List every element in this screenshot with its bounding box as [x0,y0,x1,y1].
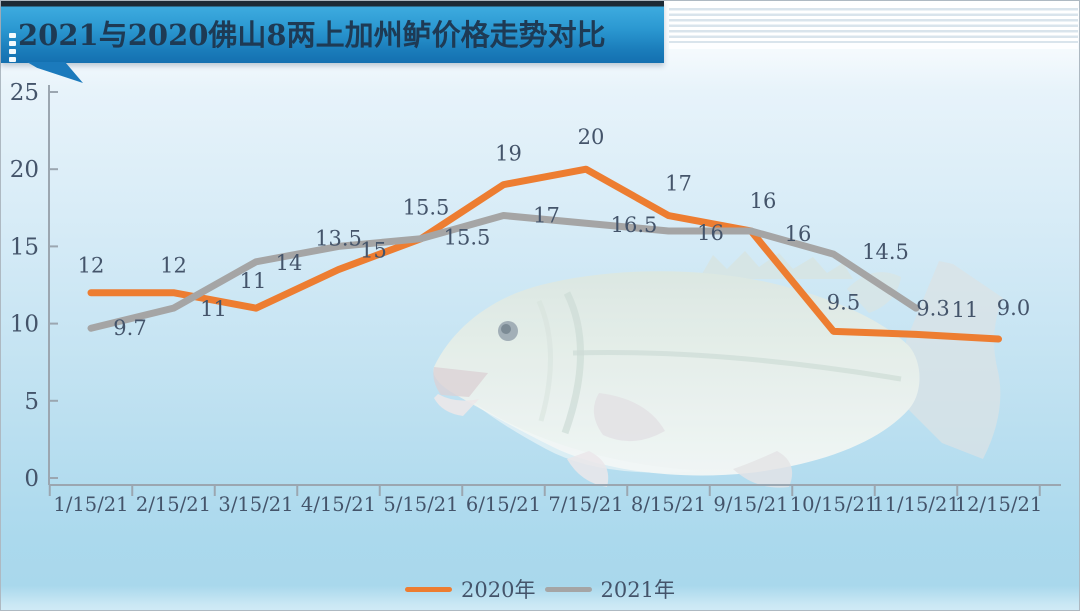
data-label-2020年: 17 [665,172,692,196]
legend-label-2021: 2021年 [600,578,675,602]
fish-lateral-line [572,350,902,382]
x-tick-label: 4/15/21 [301,493,376,516]
x-tick-label: 5/15/21 [383,493,458,516]
fish-pectoral-fin [593,393,665,442]
data-label-2021年: 11 [952,298,979,322]
data-label-2020年: 16 [750,189,777,213]
legend-swatch-2020 [405,586,453,592]
x-tick-label: 1/15/21 [53,493,128,516]
fish-gill-line [561,291,584,435]
series-line-2021年 [87,212,920,332]
legend-swatch-2021 [544,586,592,592]
fish-anal-fin [733,451,793,488]
data-label-2020年: 15.5 [403,196,450,220]
data-label-2021年: 15 [360,238,387,262]
data-label-2021年: 9.7 [113,316,146,340]
y-tick-label: 10 [10,312,39,338]
x-tick-label: 8/15/21 [631,493,706,516]
pinstripe-decoration [669,5,1078,49]
data-label-2020年: 9.0 [997,296,1030,320]
fish-soft-dorsal-fin [847,272,901,313]
dots-icon [9,33,17,65]
data-label-2020年: 12 [160,254,187,278]
series-line-2020年 [87,165,1002,343]
data-label-2021年: 15.5 [444,226,491,250]
x-tick-label: 7/15/21 [548,493,623,516]
data-label-2021年: 17 [533,204,560,228]
y-tick-label: 5 [24,389,39,415]
data-label-2020年: 12 [78,254,105,278]
fish-mouth [433,367,488,397]
fish-pelvic-fin [567,451,609,487]
data-label-2020年: 20 [578,125,605,149]
data-label-2021年: 14 [276,251,303,275]
chart-legend: 2020年 2021年 [1,575,1079,603]
data-label-2021年: 16 [785,222,812,246]
x-tick-label: 6/15/21 [466,493,541,516]
fish-watermark-image [433,251,1003,488]
x-tick-label: 3/15/21 [218,493,293,516]
page-title: 2021与2020佛山8两上加州鲈价格走势对比 [18,18,606,52]
data-label-2021年: 11 [200,297,227,321]
fish-pupil [501,324,511,334]
title-banner: 2021与2020佛山8两上加州鲈价格走势对比 [1,1,664,63]
fish-head-line [536,299,553,422]
data-label-2020年: 9.5 [827,290,860,314]
data-label-2020年: 11 [240,269,267,293]
x-tick-label: 11/15/21 [872,493,960,516]
data-label-2021年: 16.5 [611,213,658,237]
y-tick-label: 15 [10,234,39,260]
x-tick-label: 12/15/21 [955,493,1043,516]
data-label-2020年: 9.3 [916,296,949,320]
legend-label-2020: 2020年 [461,578,536,602]
data-label-2021年: 14.5 [862,240,909,264]
fish-lower-jaw [434,394,479,416]
y-tick-label: 20 [10,157,39,183]
x-tick-label: 10/15/21 [790,493,878,516]
fish-body [433,271,920,476]
data-label-2020年: 13.5 [315,227,362,251]
y-tick-label: 25 [10,80,39,106]
fish-tail-fin [906,261,1003,459]
x-tick-label: 2/15/21 [136,493,211,516]
data-label-2021年: 16 [697,221,724,245]
y-tick-label: 0 [24,466,39,492]
x-tick-label: 9/15/21 [713,493,788,516]
data-label-2020年: 19 [495,142,522,166]
